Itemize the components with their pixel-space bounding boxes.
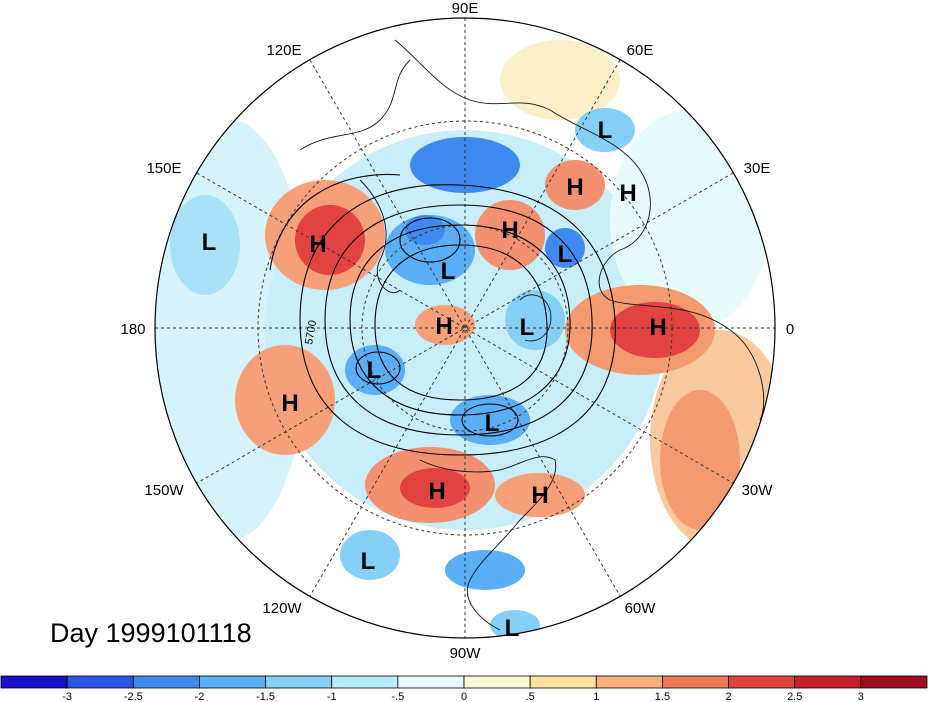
low-center: L: [202, 229, 217, 256]
lon-label-60w: 60W: [625, 600, 657, 617]
low-center: L: [441, 258, 456, 285]
high-center: H: [428, 478, 445, 505]
low-center: L: [520, 314, 535, 341]
lon-label-150e: 150E: [146, 160, 181, 177]
low-center: L: [361, 548, 376, 575]
lon-label-90e: 90E: [452, 0, 479, 17]
high-center: H: [619, 180, 636, 207]
lon-label-60e: 60E: [627, 42, 654, 59]
lon-label-90w: 90W: [450, 645, 482, 662]
high-center: H: [531, 482, 548, 509]
high-center: H: [281, 390, 298, 417]
low-center: L: [598, 117, 613, 144]
plot-title: Day 1999101118: [50, 618, 252, 648]
lon-label-120w: 120W: [262, 600, 302, 617]
lon-label-30e: 30E: [744, 160, 771, 177]
height-contours: [269, 173, 616, 456]
lon-label-150w: 150W: [144, 482, 184, 499]
high-center: H: [649, 314, 666, 341]
low-center: L: [558, 241, 573, 268]
low-center: L: [485, 410, 500, 437]
high-center: H: [309, 231, 326, 258]
lon-label-30w: 30W: [742, 482, 774, 499]
high-center: H: [435, 313, 452, 340]
low-center: L: [367, 357, 382, 384]
lon-label-180: 180: [120, 321, 145, 338]
high-center: H: [501, 217, 518, 244]
contour-label: 5700: [303, 319, 319, 345]
high-center: H: [566, 174, 583, 201]
map-boundary: [154, 17, 776, 639]
pressure-centers: L H H L H L L H H L H L L H L H H L: [202, 117, 667, 642]
longitude-labels: 90E 60E 30E 0 30W 60W 90W 120W 150W 180 …: [120, 0, 794, 662]
anomaly-field: [155, 18, 775, 638]
low-center: L: [505, 615, 520, 642]
lon-label-0: 0: [786, 321, 794, 338]
coastlines: [299, 39, 765, 631]
lon-label-120e: 120E: [266, 42, 301, 59]
